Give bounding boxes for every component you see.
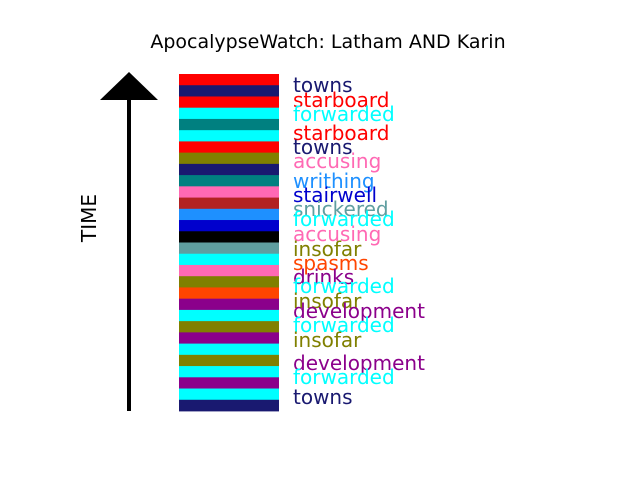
word-labels: townsstarboardforwardedstarboardtownsacc… — [293, 73, 425, 409]
word-label: forwarded — [293, 207, 395, 231]
word-label: towns — [293, 385, 353, 409]
word-label: spasms — [293, 251, 369, 275]
word-label: towns — [293, 135, 353, 159]
word-label: development — [293, 299, 425, 323]
time-segment — [179, 220, 279, 232]
time-segment — [179, 85, 279, 97]
time-segment — [179, 118, 279, 131]
time-segment — [179, 175, 279, 187]
word-label: forwarded — [293, 365, 395, 389]
word-label: forwarded — [293, 274, 395, 298]
time-segment — [179, 388, 279, 401]
time-arrow-head — [100, 72, 158, 100]
time-segment — [179, 399, 279, 412]
word-label: drinks — [293, 265, 354, 289]
word-label: insofar — [293, 237, 362, 261]
word-label: accusing — [293, 149, 381, 173]
time-segment — [179, 163, 279, 176]
time-segment — [179, 107, 279, 120]
time-segment — [179, 141, 279, 154]
time-segment — [179, 298, 279, 311]
word-label: stairwell — [293, 183, 377, 207]
word-label: accusing — [293, 222, 381, 246]
time-segment — [179, 231, 279, 243]
time-segment — [179, 276, 279, 288]
word-label: forwarded — [293, 313, 395, 337]
y-axis-label: TIME — [77, 194, 101, 243]
time-segment — [179, 343, 279, 356]
time-segment — [179, 208, 279, 221]
segment-stack — [179, 74, 279, 412]
time-segment — [179, 264, 279, 277]
time-segment — [179, 309, 279, 322]
time-segment — [179, 74, 279, 86]
time-segment — [179, 242, 279, 255]
time-segment — [179, 130, 279, 142]
time-segment — [179, 332, 279, 344]
word-label: forwarded — [293, 102, 395, 126]
time-segment — [179, 366, 279, 378]
time-segment — [179, 321, 279, 333]
word-label: writhing — [293, 169, 375, 193]
chart-title: ApocalypseWatch: Latham AND Karin — [150, 31, 506, 53]
time-segment — [179, 152, 279, 165]
time-segment — [179, 287, 279, 300]
word-label: development — [293, 351, 425, 375]
word-label: insofar — [293, 289, 362, 313]
word-label: snickered — [293, 197, 389, 221]
time-segment — [179, 377, 279, 389]
time-segment — [179, 253, 279, 266]
word-label: towns — [293, 73, 353, 97]
word-label: starboard — [293, 88, 390, 112]
word-label: insofar — [293, 328, 362, 352]
time-segment — [179, 186, 279, 198]
word-label: starboard — [293, 121, 390, 145]
time-segment — [179, 354, 279, 367]
time-segment — [179, 96, 279, 109]
time-segment — [179, 197, 279, 210]
